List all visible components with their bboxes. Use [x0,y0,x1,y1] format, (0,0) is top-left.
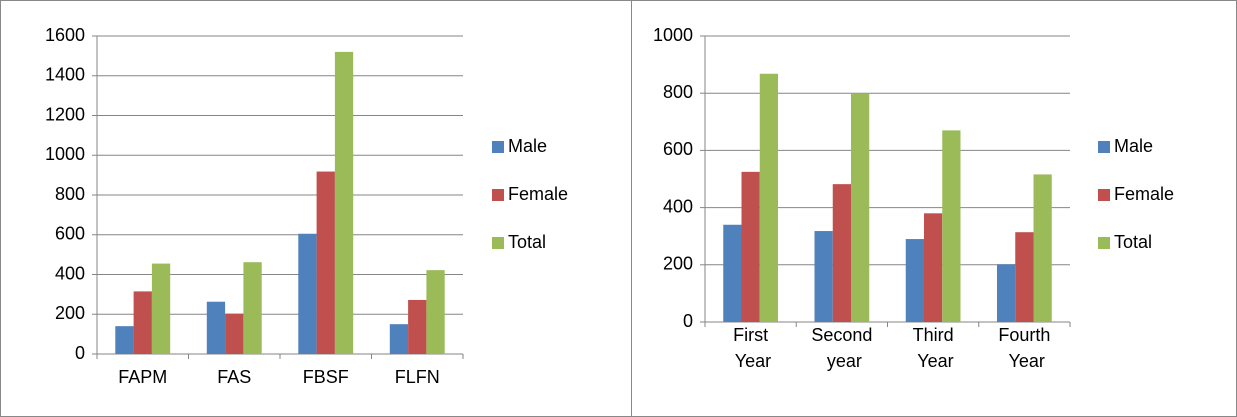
y-tick-label: 200 [55,303,85,323]
x-tick-label: Second year [811,325,872,371]
legend-label: Female [1114,184,1174,204]
legend-swatch [1098,237,1110,249]
y-tick-label: 800 [663,82,693,102]
bar [741,171,760,322]
bar [408,299,427,354]
legend-swatch [1098,189,1110,201]
legend-swatch [492,141,504,153]
x-tick-label: Fourth Year [998,325,1050,371]
legend-label: Male [508,136,547,156]
y-tick-label: 1400 [45,65,85,85]
bar [905,239,924,322]
legend-swatch [1098,141,1110,153]
bar [942,130,961,322]
bar [225,313,244,354]
bar [115,326,134,354]
y-tick-label: 0 [75,343,85,363]
y-tick-label: 800 [55,184,85,204]
y-tick-label: 0 [683,311,693,331]
bar [723,224,742,322]
bar [334,51,354,355]
bar [1015,232,1034,322]
y-tick-label: 400 [55,263,85,283]
x-tick-label: FAPM [118,367,167,387]
bar [924,213,943,322]
x-tick-label: FLFN [395,367,440,387]
x-tick-label: FAS [217,367,251,387]
y-tick-label: 1000 [653,25,693,45]
x-tick-label: Third Year [913,325,954,371]
legend-swatch [492,189,504,201]
bar [851,93,870,322]
y-tick-label: 1200 [45,104,85,124]
y-tick-label: 1600 [45,25,85,45]
x-tick-label: FBSF [303,367,349,387]
bar [298,233,317,354]
legend-label: Male [1114,136,1153,156]
legend-label: Female [508,184,568,204]
bar [243,262,262,354]
y-tick-label: 600 [663,139,693,159]
y-tick-label: 400 [663,196,693,216]
bar [206,301,226,354]
bar [832,184,851,322]
bar [1033,174,1052,322]
x-tick-label: First Year [730,325,771,371]
bar [997,264,1016,322]
y-tick-label: 1000 [45,144,85,164]
bar [389,324,409,354]
bar [133,291,152,354]
legend-label: Total [1114,232,1152,252]
y-tick-label: 600 [55,224,85,244]
legend-swatch [492,237,504,249]
y-tick-label: 200 [663,254,693,274]
bar [151,263,171,354]
bar [316,171,335,354]
bar [426,270,445,354]
bar [814,231,833,322]
legend-label: Total [508,232,546,252]
bar [759,73,778,322]
